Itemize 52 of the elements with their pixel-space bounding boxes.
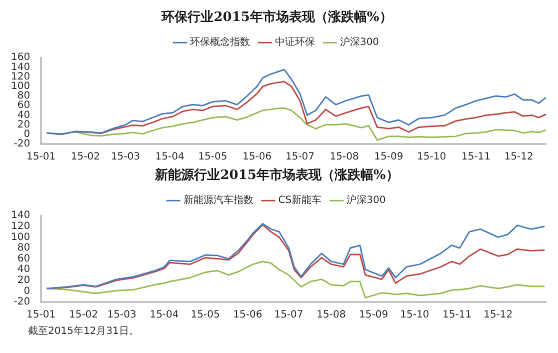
y-tick-label: 100 — [10, 80, 30, 92]
y-tick-label: 60 — [17, 253, 30, 264]
y-tick-label: 20 — [17, 119, 30, 130]
y-tick-label: 120 — [10, 220, 30, 232]
legend-label: CS新能车 — [278, 194, 322, 206]
text: 截至2015年12月31日。 — [27, 324, 140, 338]
x-tick-label: 15-03 — [107, 310, 136, 321]
x-tick-label: 15-03 — [110, 152, 140, 163]
y-tick-label: 20 — [17, 274, 30, 286]
y-tick-label: 80 — [17, 242, 30, 254]
y-tick-label: -20 — [14, 296, 30, 308]
y-tick-label: 140 — [10, 210, 30, 222]
y-tick-label: 60 — [17, 100, 30, 112]
chart-title: 新能源行业2015年市场表现（涨跌幅%） — [154, 167, 399, 184]
y-tick-label: 120 — [10, 71, 30, 82]
x-tick-label: 15-08 — [316, 310, 346, 321]
legend-label: 中证环保 — [274, 36, 315, 48]
legend-label: 新能源汽车指数 — [183, 194, 254, 206]
x-tick-label: 15-10 — [400, 310, 430, 321]
x-tick-label: 15-04 — [150, 310, 179, 321]
x-tick-label: 15-09 — [374, 152, 404, 163]
x-tick-label: 15-07 — [274, 310, 304, 321]
x-tick-label: 15-05 — [198, 152, 228, 163]
legend-label: 沪深300 — [346, 194, 386, 206]
x-tick-label: 15-01 — [26, 152, 56, 163]
x-tick-label: 15-11 — [461, 152, 490, 163]
x-tick-label: 15-07 — [285, 152, 315, 163]
chart-title: 环保行业2015年市场表现（涨跌幅%） — [160, 9, 392, 26]
y-tick-label: 140 — [10, 62, 30, 73]
x-tick-label: 15-06 — [242, 152, 272, 163]
y-tick-label: 100 — [10, 232, 30, 243]
x-tick-label: 15-12 — [484, 310, 513, 321]
legend-label: 沪深300 — [340, 36, 380, 48]
legend-label: 环保概念指数 — [190, 36, 250, 48]
x-tick-label: 15-12 — [504, 152, 534, 163]
y-tick-label: 160 — [10, 52, 30, 64]
x-tick-label: 15-06 — [233, 310, 262, 321]
y-tick-label: 40 — [17, 264, 30, 276]
x-tick-label: 15-02 — [70, 152, 100, 163]
y-tick-label: 40 — [17, 110, 30, 121]
x-tick-label: 15-02 — [68, 310, 98, 321]
x-tick-label: 15-05 — [190, 310, 220, 321]
x-tick-label: 15-10 — [417, 152, 446, 163]
y-tick-label: 80 — [17, 90, 30, 102]
x-tick-label: 15-11 — [442, 310, 472, 321]
y-tick-label: 0 — [24, 128, 30, 140]
y-tick-label: 0 — [24, 286, 30, 297]
x-tick-label: 15-04 — [155, 152, 184, 163]
y-tick-label: -20 — [14, 138, 30, 150]
x-tick-label: 15-01 — [26, 310, 56, 321]
x-tick-label: 15-08 — [330, 152, 359, 163]
x-tick-label: 15-09 — [359, 310, 388, 321]
